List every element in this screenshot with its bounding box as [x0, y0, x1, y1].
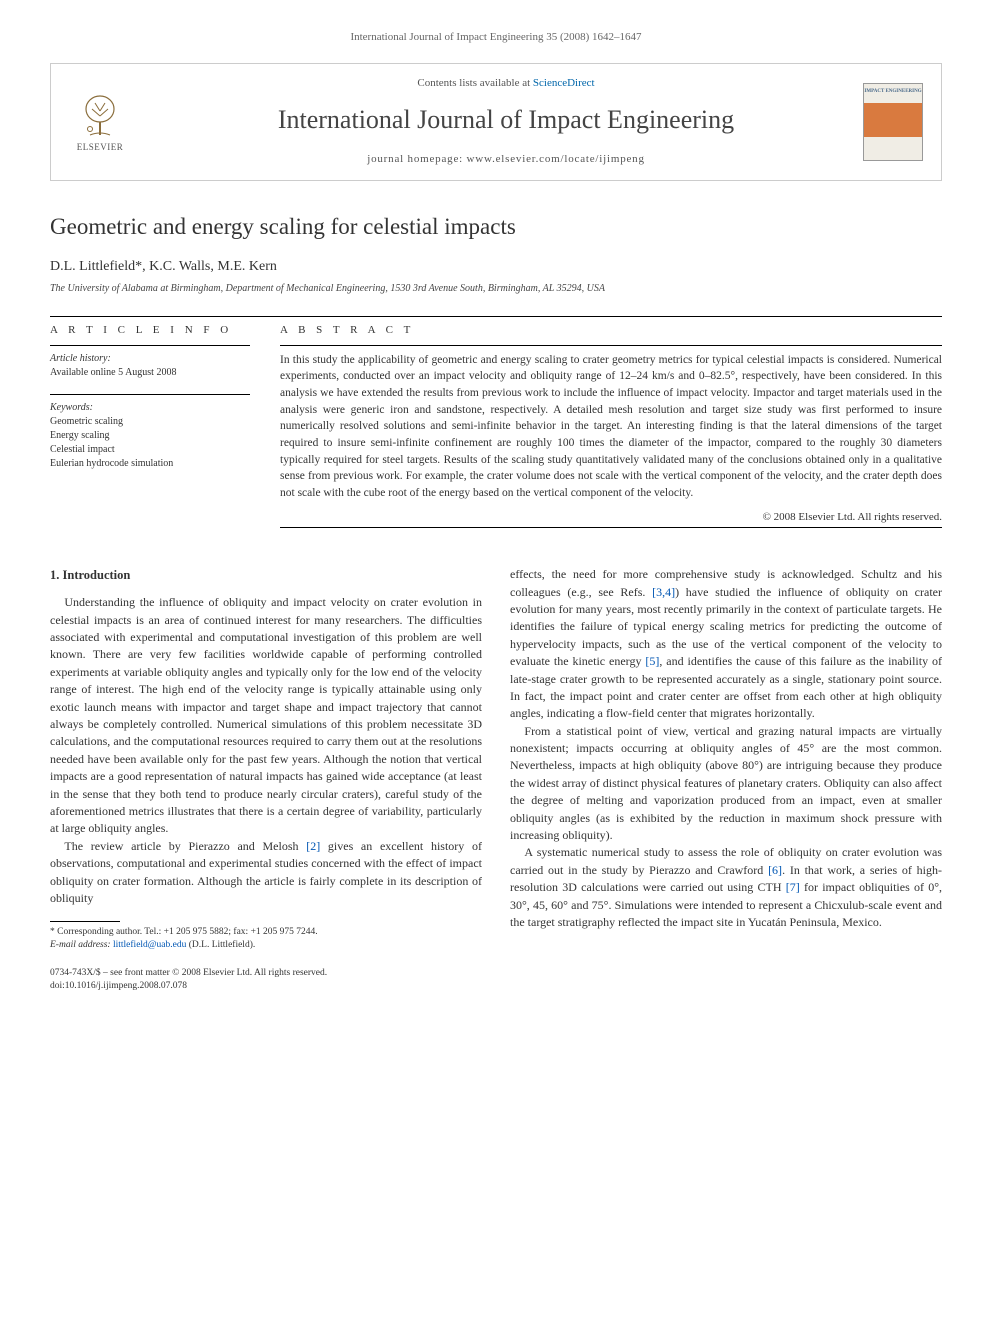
corresponding-author-footnote: * Corresponding author. Tel.: +1 205 975… — [50, 926, 482, 951]
citation-link[interactable]: [2] — [306, 839, 320, 853]
article-info-column: A R T I C L E I N F O Article history: A… — [50, 323, 250, 546]
citation-link[interactable]: [3,4] — [652, 585, 675, 599]
homepage-url: www.elsevier.com/locate/ijimpeng — [467, 153, 645, 165]
keyword: Eulerian hydrocode simulation — [50, 457, 250, 471]
section-heading-introduction: 1. Introduction — [50, 566, 482, 584]
running-head: International Journal of Impact Engineer… — [50, 30, 942, 45]
divider — [280, 527, 942, 528]
footer-left: 0734-743X/$ – see front matter © 2008 El… — [50, 967, 327, 994]
body-text: The review article by Pierazzo and Melos… — [64, 839, 306, 853]
author-email-link[interactable]: littlefield@uab.edu — [113, 940, 186, 950]
citation-link[interactable]: [6] — [768, 863, 782, 877]
elsevier-label: ELSEVIER — [77, 141, 124, 154]
footnote-line: * Corresponding author. Tel.: +1 205 975… — [50, 926, 482, 938]
abstract-label: A B S T R A C T — [280, 323, 942, 338]
cover-label: IMPACT ENGINEERING — [864, 88, 922, 95]
keyword: Celestial impact — [50, 443, 250, 457]
article-title: Geometric and energy scaling for celesti… — [50, 211, 942, 243]
body-paragraph: effects, the need for more comprehensive… — [510, 566, 942, 723]
citation-link[interactable]: [7] — [786, 880, 800, 894]
author-affiliation: The University of Alabama at Birmingham,… — [50, 282, 942, 296]
divider — [50, 394, 250, 395]
article-history-block: Article history: Available online 5 Augu… — [50, 352, 250, 380]
journal-cover-thumbnail: IMPACT ENGINEERING — [863, 83, 923, 161]
homepage-prefix: journal homepage: — [367, 153, 466, 165]
info-abstract-row: A R T I C L E I N F O Article history: A… — [50, 323, 942, 546]
body-paragraph: The review article by Pierazzo and Melos… — [50, 838, 482, 908]
masthead-center: Contents lists available at ScienceDirec… — [149, 76, 863, 167]
journal-masthead: ELSEVIER Contents lists available at Sci… — [50, 63, 942, 180]
keywords-block: Keywords: Geometric scaling Energy scali… — [50, 401, 250, 471]
sciencedirect-link[interactable]: ScienceDirect — [533, 77, 595, 89]
article-history-text: Available online 5 August 2008 — [50, 366, 250, 380]
keyword: Energy scaling — [50, 429, 250, 443]
body-paragraph: Understanding the influence of obliquity… — [50, 594, 482, 837]
article-body: 1. Introduction Understanding the influe… — [50, 566, 942, 951]
email-suffix: (D.L. Littlefield). — [186, 940, 255, 950]
abstract-copyright: © 2008 Elsevier Ltd. All rights reserved… — [280, 510, 942, 525]
doi-line: doi:10.1016/j.ijimpeng.2008.07.078 — [50, 980, 327, 993]
abstract-column: A B S T R A C T In this study the applic… — [280, 323, 942, 546]
journal-name: International Journal of Impact Engineer… — [149, 102, 863, 138]
citation-link[interactable]: [5] — [645, 654, 659, 668]
article-info-label: A R T I C L E I N F O — [50, 323, 250, 338]
page-footer: 0734-743X/$ – see front matter © 2008 El… — [50, 967, 942, 994]
author-list: D.L. Littlefield*, K.C. Walls, M.E. Kern — [50, 257, 942, 277]
journal-homepage-line: journal homepage: www.elsevier.com/locat… — [149, 152, 863, 167]
elsevier-tree-icon — [76, 91, 124, 139]
body-paragraph: From a statistical point of view, vertic… — [510, 723, 942, 845]
divider — [50, 345, 250, 346]
article-history-heading: Article history: — [50, 352, 250, 366]
divider — [280, 345, 942, 346]
body-paragraph: A systematic numerical study to assess t… — [510, 844, 942, 931]
footnote-separator — [50, 921, 120, 922]
keyword: Geometric scaling — [50, 415, 250, 429]
footnote-block: * Corresponding author. Tel.: +1 205 975… — [50, 921, 482, 951]
issn-line: 0734-743X/$ – see front matter © 2008 El… — [50, 967, 327, 980]
abstract-text: In this study the applicability of geome… — [280, 352, 942, 502]
footnote-line: E-mail address: littlefield@uab.edu (D.L… — [50, 939, 482, 951]
divider — [50, 316, 942, 317]
contents-available-line: Contents lists available at ScienceDirec… — [149, 76, 863, 91]
email-label: E-mail address: — [50, 940, 113, 950]
elsevier-logo: ELSEVIER — [69, 86, 131, 158]
contents-prefix: Contents lists available at — [417, 77, 532, 89]
keywords-heading: Keywords: — [50, 401, 250, 415]
